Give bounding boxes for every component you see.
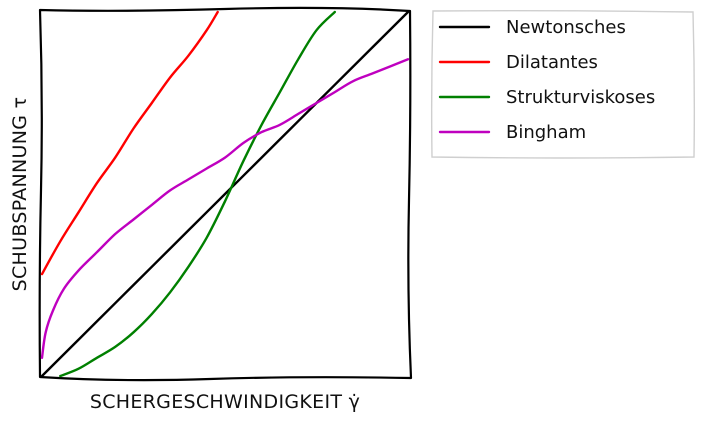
legend-label-strukturviskoses: Strukturviskoses (506, 87, 655, 108)
legend-box (430, 9, 696, 159)
series-line-strukturviskoses (59, 10, 336, 378)
legend-label-bingham: Bingham (506, 122, 586, 143)
y-axis-label: SCHUBSPANNUNG τ (9, 97, 31, 292)
legend-item-dilatantes: Dilatantes (438, 52, 598, 73)
legend-items: Newtonsches Dilatantes Strukturviskoses Bin… (438, 17, 655, 143)
legend-label-dilatantes: Dilatantes (506, 52, 598, 73)
series-line-bingham (40, 58, 410, 359)
series-line-dilatantes (40, 10, 219, 276)
plot-frame (38, 6, 413, 382)
series-line-newtonsches (40, 10, 410, 378)
x-axis-label: SCHERGESCHWINDIGKEIT γ̇ (90, 391, 360, 413)
legend-label-newtonsches: Newtonsches (506, 17, 626, 38)
legend-item-bingham: Bingham (438, 122, 586, 143)
legend-item-strukturviskoses: Strukturviskoses (438, 87, 655, 108)
legend: Newtonsches Dilatantes Strukturviskoses Bin… (430, 9, 696, 159)
legend-item-newtonsches: Newtonsches (438, 17, 626, 38)
series-layer (40, 10, 410, 378)
